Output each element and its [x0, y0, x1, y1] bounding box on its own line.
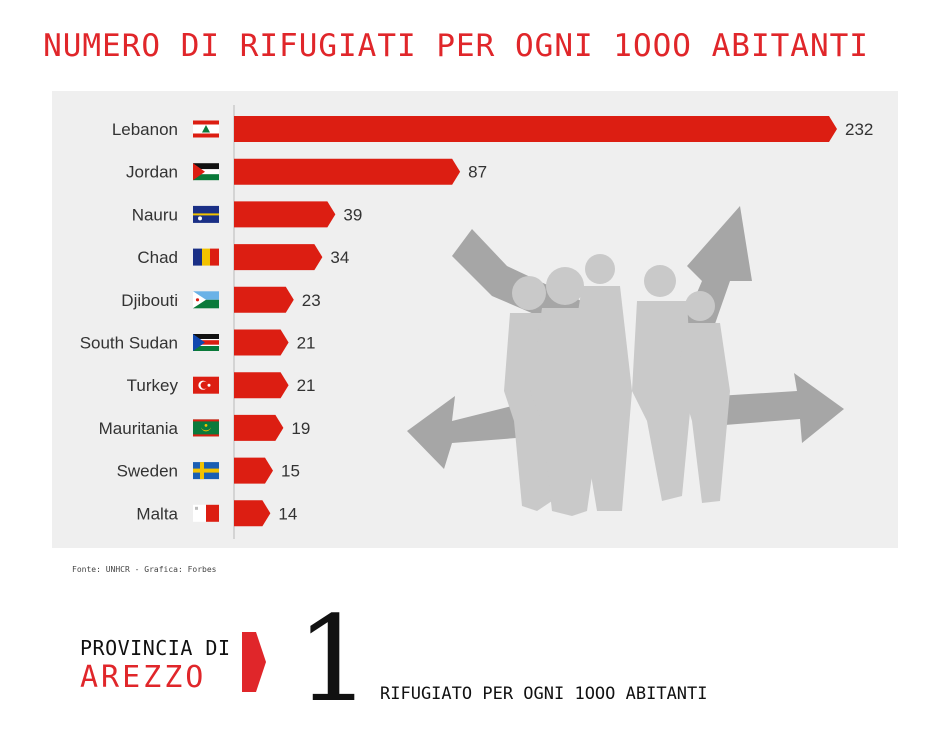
- province-label: PROVINCIA DI: [80, 636, 231, 660]
- data-label-turkey: 21: [297, 376, 316, 395]
- south-sudan-flag-icon: [193, 334, 219, 351]
- province-name: AREZZO: [80, 660, 207, 695]
- data-label-lebanon: 232: [845, 120, 873, 139]
- data-label-sweden: 15: [281, 462, 300, 481]
- person-silhouette: [680, 291, 730, 503]
- person-silhouette: [632, 265, 692, 501]
- data-label-malta: 14: [278, 504, 297, 523]
- category-label-sweden: Sweden: [117, 462, 178, 481]
- bar-lebanon: [234, 116, 837, 142]
- category-label-djibouti: Djibouti: [121, 291, 178, 310]
- data-label-djibouti: 23: [302, 291, 321, 310]
- refugees-illustration: [407, 206, 844, 516]
- bar-sweden: [234, 457, 273, 484]
- chart-panel: Lebanon 232 Jordan 87 Nauru 39 Chad 34 Djibouti 2…: [52, 91, 898, 548]
- category-label-turkey: Turkey: [127, 376, 179, 395]
- category-label-jordan: Jordan: [126, 163, 178, 182]
- category-label-nauru: Nauru: [132, 205, 178, 224]
- lebanon-flag-icon: [193, 120, 219, 138]
- turkey-flag-icon: [193, 376, 219, 394]
- data-label-chad: 34: [330, 248, 349, 267]
- data-label-nauru: 39: [343, 205, 362, 224]
- chart-title: NUMERO DI RIFUGIATI PER OGNI 1OOO ABITAN…: [43, 28, 869, 64]
- bar-mauritania: [234, 414, 284, 441]
- person-silhouette: [572, 254, 632, 511]
- data-label-jordan: 87: [468, 163, 487, 182]
- jordan-flag-icon: [193, 163, 219, 181]
- bar-jordan: [234, 158, 461, 185]
- category-label-malta: Malta: [136, 504, 178, 523]
- data-label-mauritania: 19: [291, 419, 310, 438]
- bar-chart: Lebanon 232 Jordan 87 Nauru 39 Chad 34 Djibouti 2…: [80, 105, 873, 539]
- pointer-triangle-icon: [242, 632, 266, 692]
- bar-south-sudan: [234, 329, 289, 356]
- bar-djibouti: [234, 286, 294, 313]
- category-label-lebanon: Lebanon: [112, 120, 178, 139]
- arrow-left-icon: [407, 396, 542, 469]
- sweden-flag-icon: [193, 462, 219, 480]
- data-label-south-sudan: 21: [297, 334, 316, 353]
- category-label-south-sudan: South Sudan: [80, 334, 178, 353]
- category-label-chad: Chad: [137, 248, 178, 267]
- bar-nauru: [234, 201, 336, 228]
- nauru-flag-icon: [193, 205, 219, 223]
- arrow-up-right-icon: [672, 206, 752, 361]
- bar-chad: [234, 244, 323, 271]
- category-label-mauritania: Mauritania: [99, 419, 179, 438]
- malta-flag-icon: [193, 504, 219, 522]
- djibouti-flag-icon: [193, 291, 219, 309]
- source-note: Fonte: UNHCR - Grafica: Forbes: [72, 565, 217, 574]
- mauritania-flag-icon: [193, 419, 219, 437]
- chad-flag-icon: [193, 248, 219, 266]
- big-number: 1: [296, 590, 372, 728]
- bar-turkey: [234, 372, 289, 399]
- bar-malta: [234, 500, 271, 527]
- tagline: RIFUGIATO PER OGNI 1OOO ABITANTI: [380, 684, 708, 704]
- arrow-right-icon: [712, 373, 844, 443]
